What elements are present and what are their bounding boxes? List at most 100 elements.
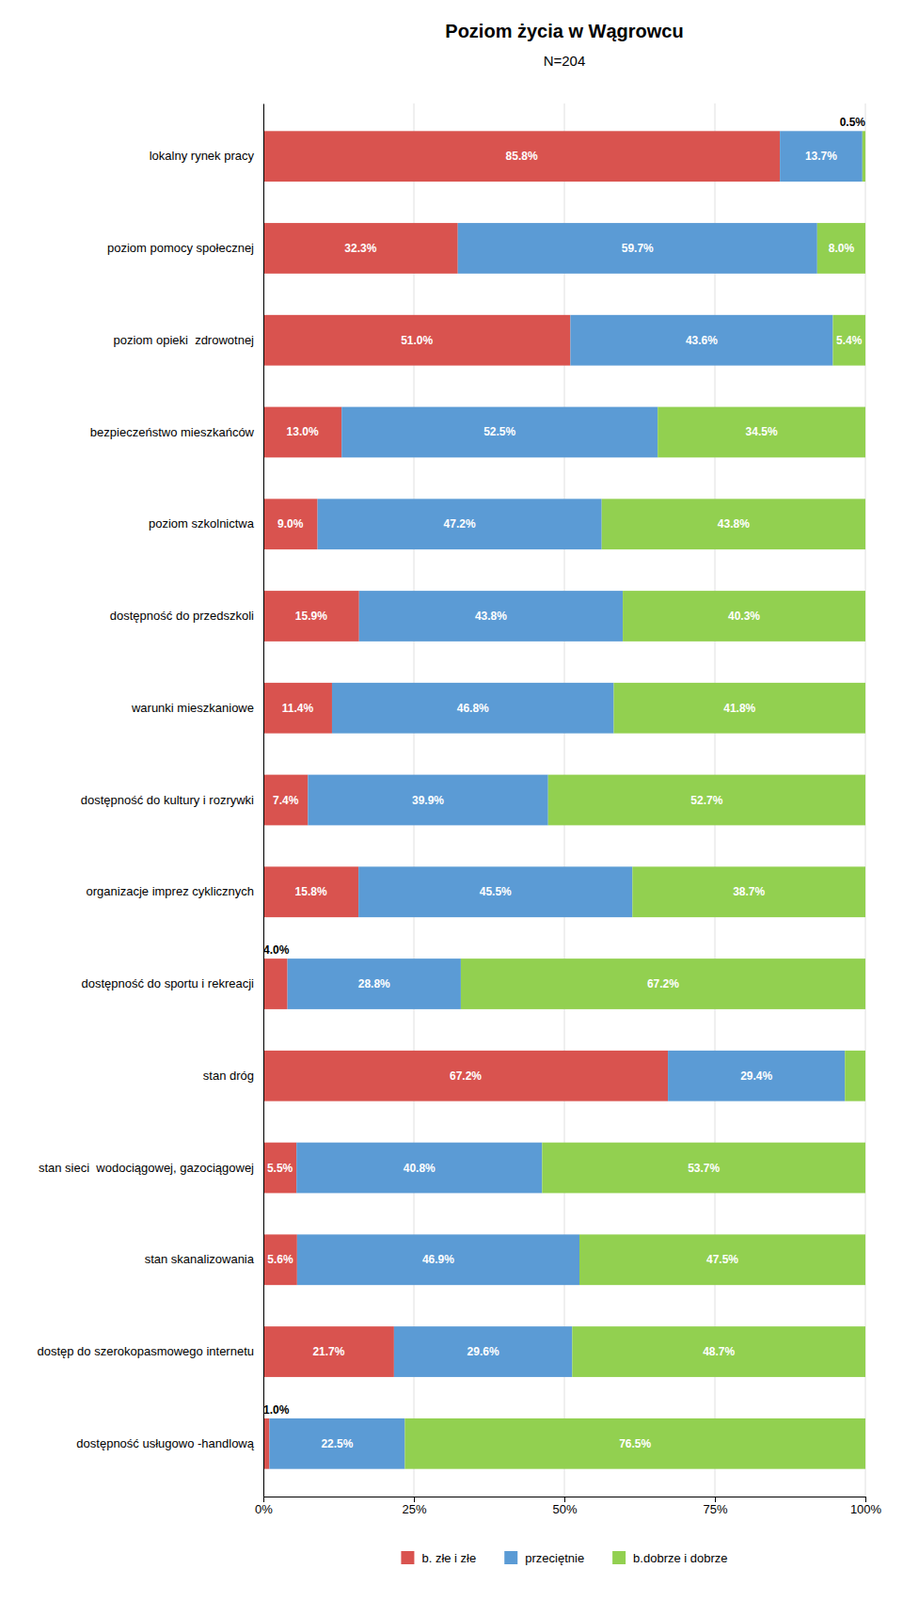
y-tick: warunki mieszkaniowe — [130, 700, 254, 715]
data-label: 43.8% — [717, 517, 750, 531]
subtitle: N=204 — [543, 52, 587, 69]
data-label: 9.0% — [277, 517, 304, 531]
bar — [571, 1326, 866, 1378]
y-tick-label: dostępność do przedszkoli — [110, 608, 254, 623]
bar — [287, 958, 461, 1010]
y-tick-label: lokalny rynek pracy — [149, 148, 255, 163]
title: Poziom życia w Wągrowcu — [444, 20, 683, 42]
data-label: 43.8% — [475, 609, 507, 623]
data-label: 1.0% — [263, 1403, 290, 1417]
data-label: 47.5% — [706, 1252, 739, 1267]
bar — [263, 1234, 298, 1285]
bar — [263, 130, 780, 182]
y-tick: lokalny rynek pracy — [149, 148, 255, 163]
y-tick: stan dróg — [203, 1068, 254, 1083]
y-tick-label: stan sieci wodociągowej, gazociągowej — [38, 1160, 254, 1175]
data-label: 52.7% — [690, 793, 723, 808]
data-label: 29.4% — [740, 1069, 773, 1083]
bar — [263, 1326, 395, 1378]
y-tick-label: warunki mieszkaniowe — [130, 700, 254, 715]
data-label: 53.7% — [687, 1161, 720, 1175]
data-label: 52.5% — [483, 425, 516, 439]
legend-label: b.dobrze i dobrze — [633, 1551, 728, 1566]
y-tick: poziom opieki zdrowotnej — [112, 332, 254, 348]
legend-item: przeciętnie — [504, 1551, 585, 1566]
data-label: 46.9% — [422, 1252, 455, 1267]
data-label: 28.8% — [358, 977, 391, 991]
data-label: 11.4% — [282, 701, 315, 715]
data-label: 48.7% — [702, 1345, 735, 1359]
y-tick: stan sieci wodociągowej, gazociągowej — [38, 1160, 254, 1175]
y-tick: poziom pomocy społecznej — [107, 240, 254, 255]
bar — [296, 1142, 542, 1194]
series — [404, 130, 866, 1469]
plot: 0%25%50%75%100%lokalny rynek pracypoziom… — [36, 103, 882, 1517]
y-tick-label: poziom opieki zdrowotnej — [112, 332, 254, 348]
y-axis: lokalny rynek pracy poziom pomocy społecz… — [36, 104, 264, 1498]
data-label: 40.3% — [728, 609, 761, 623]
bar — [263, 498, 318, 550]
x-tick-label: 75% — [702, 1502, 728, 1517]
data-label: 34.5% — [745, 425, 778, 439]
bar — [317, 498, 602, 550]
data-label: 40.8% — [403, 1161, 436, 1175]
bar — [263, 866, 359, 918]
y-tick-label: stan skanalizowania — [144, 1251, 255, 1267]
data-label: 5.5% — [267, 1161, 294, 1175]
bar — [341, 407, 658, 459]
data-label: 85.8% — [506, 149, 539, 163]
bar — [332, 682, 615, 734]
bar — [541, 1142, 866, 1194]
y-tick-label: dostępność usługowo -handlową — [76, 1436, 254, 1451]
y-tick: dostępność do kultury i rozrywki — [80, 792, 254, 808]
bar — [862, 130, 866, 182]
bar — [817, 222, 866, 274]
x-axis: 0%25%50%75%100% — [254, 1496, 882, 1517]
legend-swatch — [400, 1551, 414, 1565]
legend: b. złe i złe przeciętnie b.dobrze i dobrze — [400, 1551, 728, 1566]
data-label: 13.7% — [805, 149, 838, 163]
x-tick: 75% — [702, 1496, 728, 1517]
legend-label: przeciętnie — [524, 1551, 585, 1566]
data-label: 5.4% — [836, 333, 863, 348]
data-label: 43.6% — [685, 333, 718, 348]
bar — [263, 682, 333, 734]
data-label: 32.3% — [344, 241, 377, 255]
y-tick: organizacje imprez cyklicznych — [86, 884, 254, 899]
data-label: 0.5% — [839, 115, 867, 129]
x-tick-label: 100% — [850, 1502, 883, 1517]
bar — [404, 1418, 866, 1470]
bar — [307, 775, 548, 826]
x-tick-mark — [714, 1496, 716, 1503]
x-tick-label: 50% — [552, 1502, 577, 1517]
bar — [359, 590, 623, 642]
y-tick: bezpieczeństwo mieszkańców — [90, 425, 255, 440]
data-label: 5.6% — [267, 1252, 294, 1267]
bars — [263, 130, 866, 1469]
data-label: 45.5% — [479, 885, 512, 899]
grid — [263, 103, 866, 1497]
x-axis-line — [264, 1497, 867, 1504]
y-tick-label: dostępność do sportu i rekreacji — [80, 976, 254, 991]
data-label: 76.5% — [618, 1437, 651, 1451]
data-label: 15.8% — [295, 885, 328, 899]
data-label: 4.0% — [263, 943, 290, 957]
x-tick: 50% — [552, 1496, 577, 1517]
y-tick-label: stan dróg — [203, 1068, 254, 1083]
y-tick: dostęp do szerokopasmowego internetu — [36, 1344, 254, 1359]
x-tick-mark — [413, 1496, 415, 1503]
data-label: 13.0% — [286, 425, 319, 439]
bar — [844, 1050, 866, 1102]
bar — [458, 222, 818, 274]
bar — [613, 682, 866, 734]
bar — [269, 1418, 405, 1470]
data-label: 67.2% — [647, 977, 680, 991]
data-label: 29.6% — [467, 1345, 500, 1359]
bar — [394, 1326, 572, 1378]
legend-item: b. złe i złe — [400, 1551, 476, 1566]
x-tick-mark — [263, 1496, 265, 1503]
data-label: 51.0% — [400, 333, 433, 348]
bar — [657, 407, 866, 459]
data-label: 22.5% — [320, 1437, 353, 1451]
bar — [263, 775, 308, 826]
